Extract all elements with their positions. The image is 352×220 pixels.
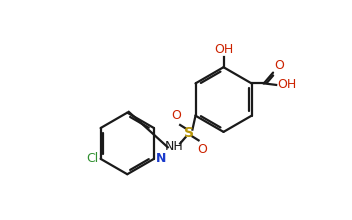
Text: O: O xyxy=(171,109,181,122)
Text: N: N xyxy=(156,152,166,165)
Text: S: S xyxy=(184,126,194,140)
Text: O: O xyxy=(197,143,207,156)
Text: OH: OH xyxy=(277,78,296,92)
Text: NH: NH xyxy=(165,140,183,153)
Text: Cl: Cl xyxy=(86,152,98,165)
Text: O: O xyxy=(275,59,284,72)
Text: OH: OH xyxy=(214,43,233,56)
